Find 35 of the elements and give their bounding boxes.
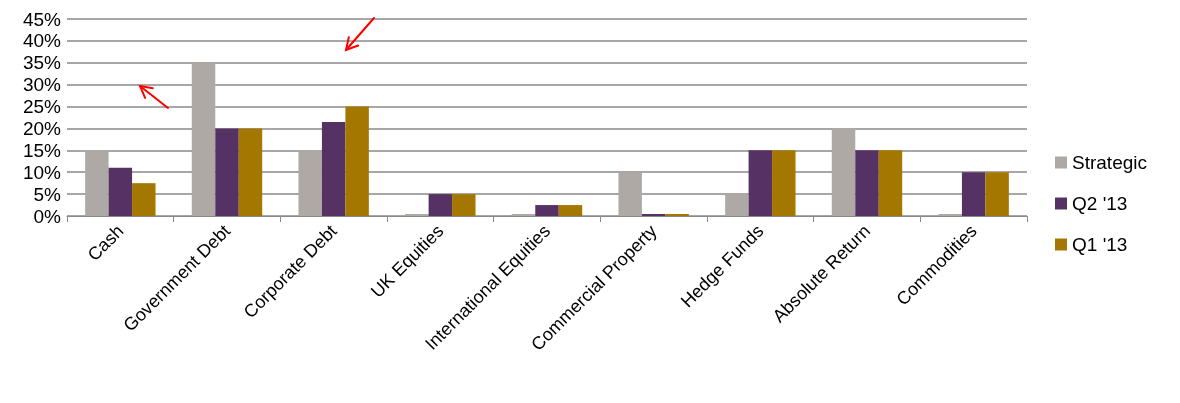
bar <box>215 128 239 216</box>
legend-label: Strategic <box>1072 152 1147 173</box>
y-tick-label: 20% <box>22 117 62 139</box>
bar <box>772 150 796 216</box>
bar <box>85 150 109 216</box>
y-tick-label: 0% <box>33 205 62 227</box>
bar <box>985 172 1009 216</box>
bar <box>748 150 773 216</box>
y-tick-label: 45% <box>22 8 62 30</box>
bar <box>452 194 476 216</box>
bar <box>345 106 369 216</box>
bar <box>298 150 322 216</box>
bar <box>108 167 133 216</box>
bar <box>831 128 856 216</box>
bar <box>618 172 642 216</box>
y-tick-label: 40% <box>22 30 62 52</box>
bar <box>878 150 903 216</box>
legend-label: Q1 '13 <box>1072 234 1128 255</box>
bar <box>428 194 453 216</box>
bar <box>321 121 346 216</box>
bar <box>725 194 749 216</box>
bar <box>535 205 559 216</box>
bar <box>558 205 583 216</box>
bar <box>855 150 879 216</box>
y-tick-label: 30% <box>22 74 62 96</box>
y-tick-label: 15% <box>22 139 62 161</box>
bar <box>191 62 216 216</box>
y-tick-label: 35% <box>22 52 62 74</box>
bar <box>238 128 263 216</box>
y-tick-label: 10% <box>22 161 62 183</box>
legend-label: Q2 '13 <box>1072 193 1128 214</box>
bar <box>132 183 156 216</box>
bar <box>961 172 986 216</box>
y-tick-label: 5% <box>33 183 62 205</box>
y-tick-label: 25% <box>22 96 62 118</box>
